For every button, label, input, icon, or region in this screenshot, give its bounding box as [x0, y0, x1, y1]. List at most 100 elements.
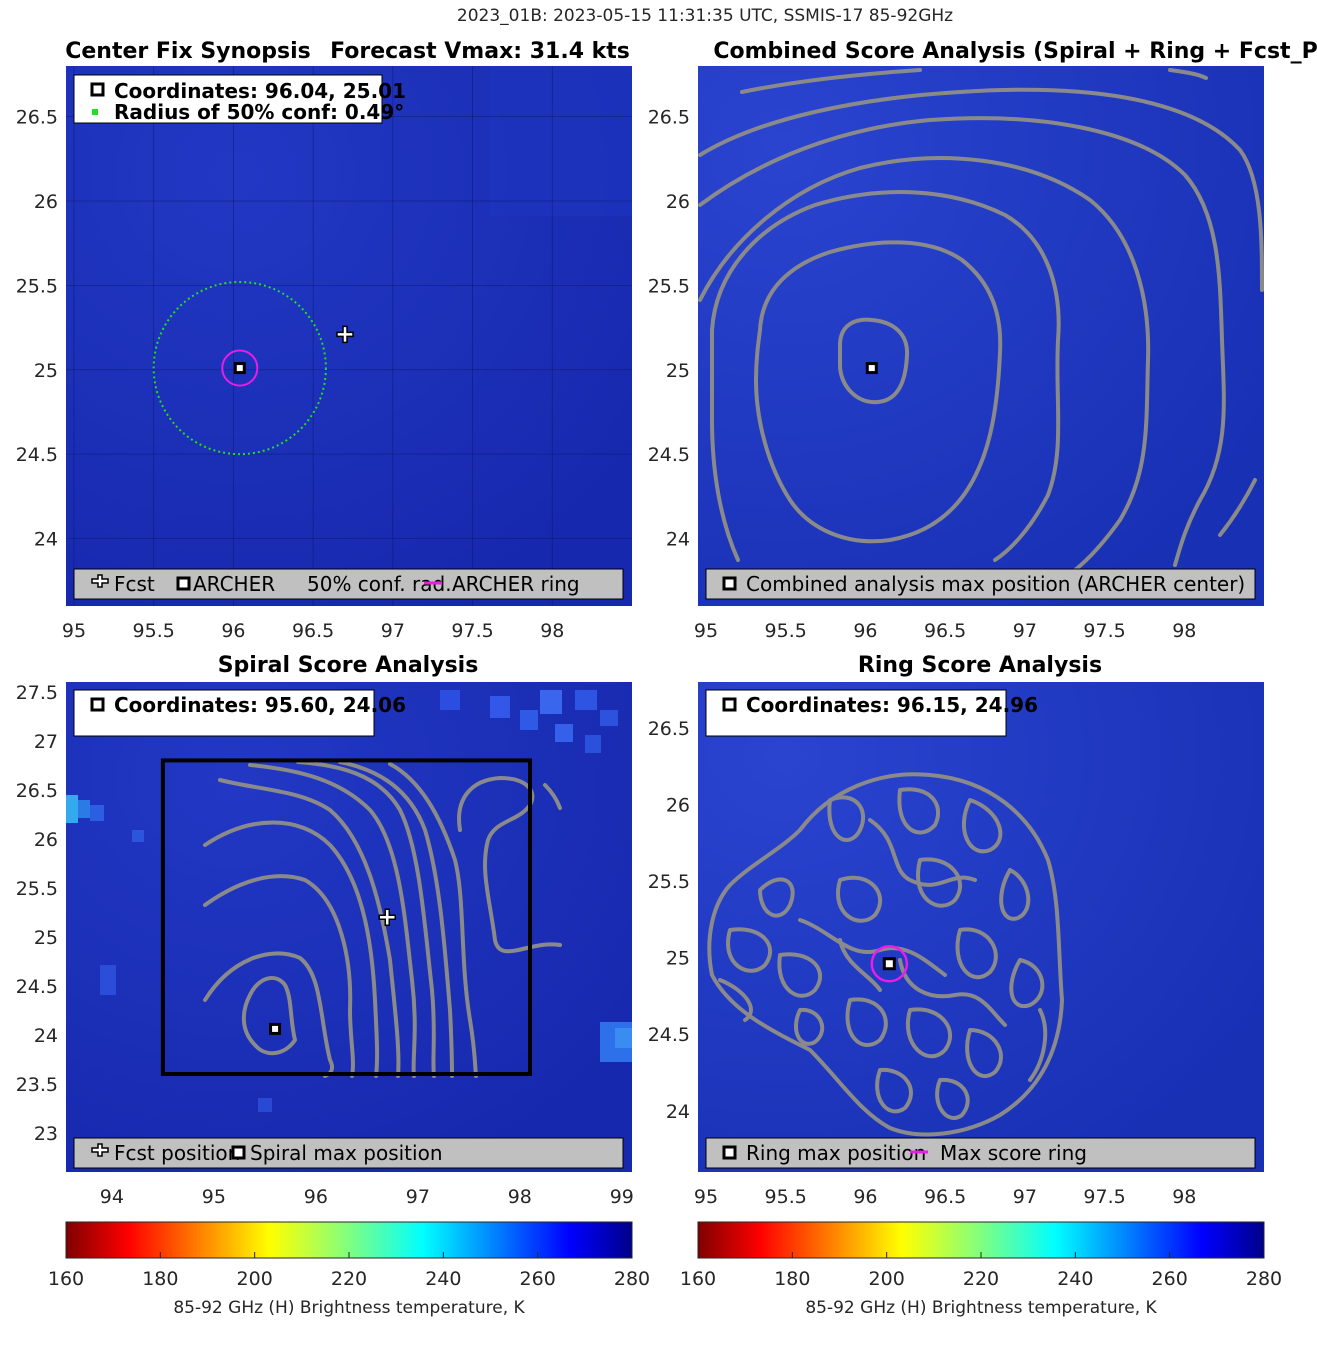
x-tick-label: 96: [853, 620, 877, 642]
archer-center-point: [233, 362, 246, 375]
x-tick-label: 95: [694, 1186, 718, 1208]
synopsis-y-ticks: 24 24.5 25 25.5 26 26.5: [16, 107, 58, 551]
synopsis-fcst-marker: [336, 325, 354, 344]
ring-contour: [868, 818, 977, 887]
colorbar-right-ticks: 160 180 200 220 240 260 280: [680, 1252, 1282, 1290]
colorbar-tick-label: 220: [331, 1268, 367, 1290]
ring-contour: [898, 958, 1007, 1027]
x-tick-label: 97: [1013, 620, 1037, 642]
x-tick-label: 94: [100, 1186, 124, 1208]
combined-tb-field: [698, 66, 1264, 606]
y-tick-label: 24: [666, 529, 690, 551]
ring-contour: [836, 875, 882, 923]
ring-max-point: [882, 957, 896, 971]
spiral-contours: [203, 760, 562, 1078]
ring-tb-field: [698, 682, 1264, 1172]
combined-max-point: [865, 362, 878, 375]
combined-contour: [1218, 478, 1257, 537]
ring-contour: [961, 798, 1003, 854]
y-tick-label: 26: [666, 191, 690, 213]
x-tick-label: 96.5: [924, 1186, 966, 1208]
spiral-max-point: [269, 1022, 282, 1035]
ring-contour: [1028, 1008, 1048, 1082]
combined-x-ticks: 95 95.5 96 96.5 97 97.5 98: [694, 620, 1196, 642]
synopsis-subtitle: Forecast Vmax: 31.4 kts: [330, 39, 630, 64]
legend-fcst: Fcst: [114, 572, 155, 596]
ring-coords-text: Coordinates: 96.15, 24.96: [746, 693, 1038, 717]
ring-max-marker: [882, 957, 896, 971]
synopsis-coords-text: Coordinates: 96.04, 25.01: [114, 79, 406, 103]
spiral-contour: [203, 951, 335, 1078]
x-tick-label: 97: [1013, 1186, 1037, 1208]
colorbar-tick-label: 260: [520, 1268, 556, 1290]
spiral-tb-field: [66, 682, 632, 1172]
spiral-coords-text: Coordinates: 95.60, 24.06: [114, 693, 406, 717]
fcst-point: [336, 325, 354, 344]
ring-contour: [955, 927, 998, 980]
ring-info-box: [705, 689, 1007, 737]
spiral-search-box: [160, 758, 533, 1077]
colorbar-tick-label: 280: [1246, 1268, 1282, 1290]
synopsis-conf-circle: [152, 280, 327, 456]
synopsis-title: Center Fix Synopsis: [65, 39, 311, 64]
panel-spiral: Spiral Score Analysis: [16, 653, 634, 1208]
combined-y-ticks: 24 24.5 25 25.5 26 26.5: [648, 107, 690, 551]
combined-contour: [698, 87, 1264, 292]
spiral-legend: [73, 1137, 624, 1169]
y-tick-label: 26: [34, 191, 58, 213]
colorbar-left-ticks: 160 180 200 220 240 260 280: [48, 1252, 650, 1290]
synopsis-radius-text: Radius of 50% conf: 0.49°: [114, 100, 404, 124]
x-tick-label: 97.5: [1083, 1186, 1125, 1208]
synopsis-archer-marker: [233, 362, 246, 375]
y-tick-label: 25.5: [648, 871, 690, 893]
figure-suptitle: 2023_01B: 2023-05-15 11:31:35 UTC, SSMIS…: [457, 6, 953, 26]
y-tick-label: 24.5: [648, 444, 690, 466]
green-dot-icon: [92, 109, 98, 115]
y-tick-label: 25: [34, 927, 58, 949]
y-tick-label: 26.5: [648, 718, 690, 740]
ring-contour: [845, 997, 888, 1047]
y-tick-label: 26.5: [648, 107, 690, 129]
y-tick-label: 25: [666, 948, 690, 970]
x-tick-label: 95: [62, 620, 86, 642]
ring-contour: [916, 857, 962, 908]
y-tick-label: 24.5: [16, 976, 58, 998]
square-marker-icon: [90, 697, 105, 712]
square-marker-icon: [722, 697, 737, 712]
colorbar-tick-label: 240: [425, 1268, 461, 1290]
ring-contour: [758, 877, 795, 918]
combined-contour: [698, 156, 1151, 572]
y-tick-label: 24.5: [648, 1024, 690, 1046]
synopsis-legend: [73, 568, 624, 600]
y-tick-label: 25.5: [16, 878, 58, 900]
x-tick-label: 97: [381, 620, 405, 642]
y-tick-label: 23: [34, 1123, 58, 1145]
ring-max-score-ring: [870, 944, 909, 983]
colorbar-tick-label: 160: [680, 1268, 716, 1290]
y-tick-label: 26: [666, 795, 690, 817]
y-tick-label: 25: [34, 360, 58, 382]
spiral-contour: [457, 776, 562, 954]
legend-archer-ring: ARCHER ring: [452, 572, 580, 596]
colorbar-tick-label: 260: [1152, 1268, 1188, 1290]
x-tick-label: 98: [1172, 620, 1196, 642]
x-tick-label: 98: [1172, 1186, 1196, 1208]
ring-contour: [897, 787, 941, 835]
spiral-pixel-blocks: [66, 690, 632, 1112]
y-tick-label: 26.5: [16, 107, 58, 129]
ring-legend: [705, 1137, 1256, 1169]
colorbar-tick-label: 180: [142, 1268, 178, 1290]
y-tick-label: 25.5: [648, 275, 690, 297]
spiral-x-ticks: 94 95 96 97 98 99: [100, 1186, 634, 1208]
x-tick-label: 97: [406, 1186, 430, 1208]
y-tick-label: 25: [666, 360, 690, 382]
x-tick-label: 96: [304, 1186, 328, 1208]
colorbar-left: 160 180 200 220 240 260 280 85-92 GHz (H) Brig…: [48, 1221, 650, 1318]
ring-contour: [726, 927, 772, 973]
colorbar-tick-label: 180: [774, 1268, 810, 1290]
colorbar-tick-label: 200: [237, 1268, 273, 1290]
panel-ring: Ring Score Analysis: [648, 653, 1264, 1208]
colorbar-left-label: 85-92 GHz (H) Brightness temperature, K: [173, 1298, 525, 1318]
spiral-contour: [338, 760, 454, 1078]
y-tick-label: 27: [34, 731, 58, 753]
